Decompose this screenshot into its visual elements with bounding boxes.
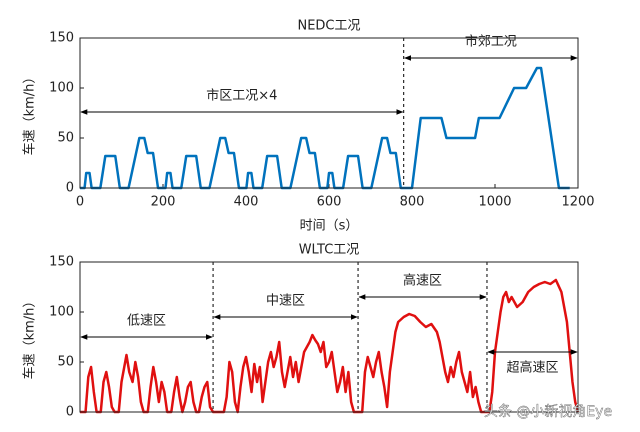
x-tick-label: 600	[317, 195, 342, 210]
x-tick-label: 1000	[478, 195, 511, 210]
chart-title: WLTC工况	[299, 243, 360, 258]
chart-title: NEDC工况	[297, 19, 360, 34]
plot-frame	[79, 37, 579, 189]
region-label: 超高速区	[506, 360, 558, 376]
y-tick-label: 150	[49, 31, 74, 46]
x-tick-label: 400	[234, 195, 259, 210]
y-tick-label: 50	[57, 131, 74, 146]
y-axis-label: 车速（km/h）	[22, 71, 38, 156]
y-tick-label: 100	[49, 81, 74, 96]
x-tick-label: 1200	[561, 195, 594, 210]
y-tick-label: 0	[66, 405, 74, 420]
y-tick-label: 0	[66, 181, 74, 196]
x-tick-label: 800	[400, 195, 425, 210]
y-tick-label: 50	[57, 355, 74, 370]
line-series	[80, 278, 580, 414]
x-axis-label: 时间（s）	[300, 219, 359, 234]
line-series	[80, 66, 570, 190]
region-label: 高速区	[403, 273, 442, 289]
plot-frame	[79, 261, 579, 413]
region-label: 中速区	[266, 294, 305, 309]
region-label: 低速区	[127, 314, 166, 329]
watermark: 头条 @小新视角Eye	[484, 403, 612, 420]
y-tick-label: 150	[49, 255, 74, 270]
region-label: 市区工况×4	[206, 88, 277, 104]
x-tick-label: 200	[151, 195, 176, 210]
y-axis-label: 车速（km/h）	[22, 295, 38, 380]
x-tick-label: 0	[76, 195, 84, 210]
y-tick-label: 100	[49, 305, 74, 320]
region-label: 市郊工况	[465, 34, 517, 50]
